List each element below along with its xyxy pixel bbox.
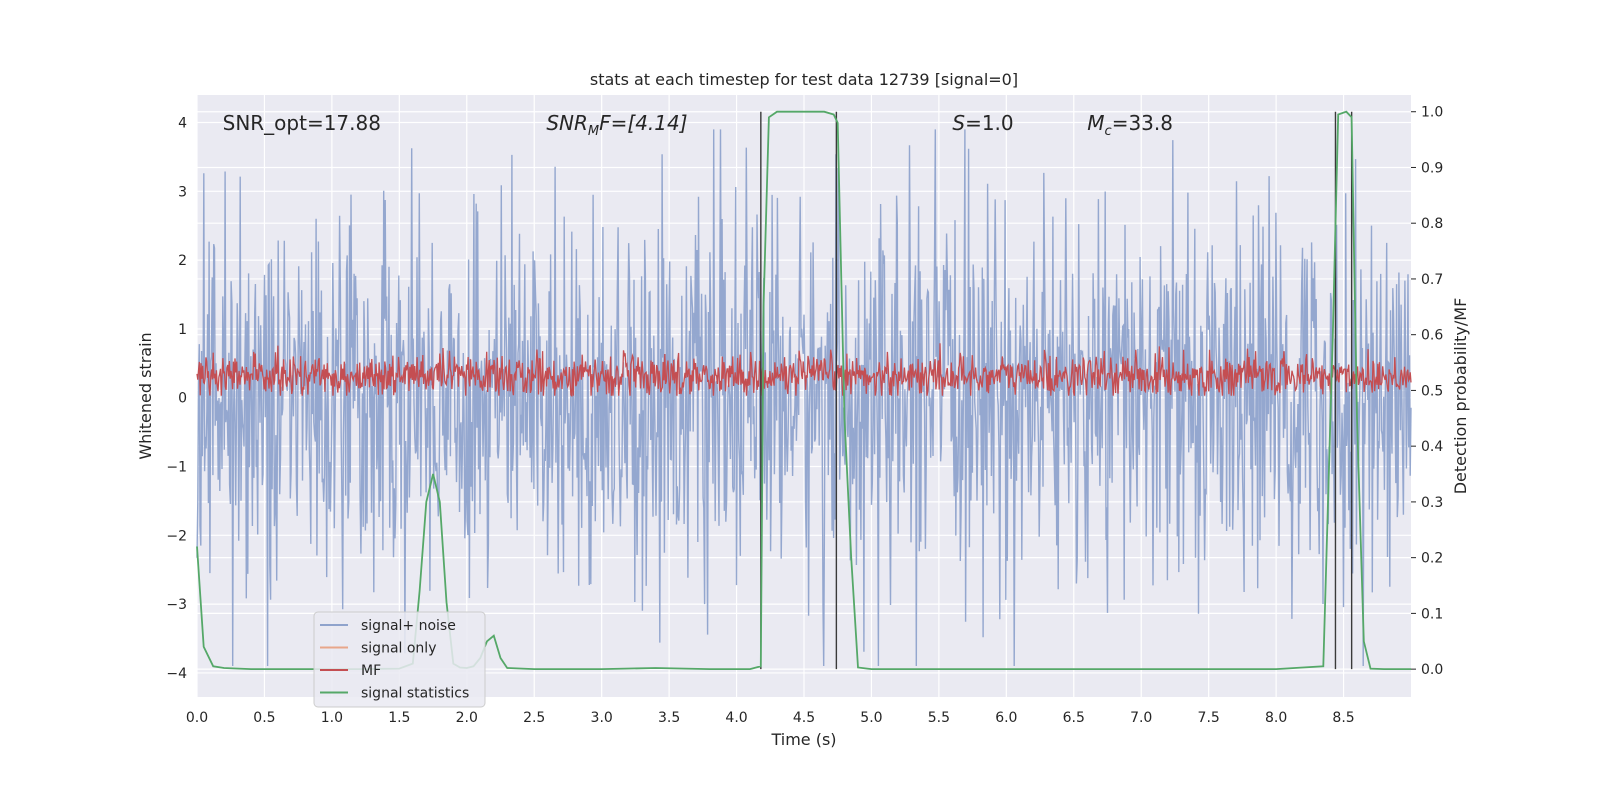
y-left-tick-label: 0 <box>178 391 187 407</box>
legend-label: signal+ noise <box>361 618 456 634</box>
y-left-tick-label: −4 <box>166 666 187 682</box>
x-tick-label: 5.0 <box>860 710 882 726</box>
x-tick-label: 1.0 <box>321 710 343 726</box>
y-right-tick-label: 0.3 <box>1421 495 1443 511</box>
series-mf <box>196 343 1412 398</box>
x-tick-label: 4.0 <box>725 710 747 726</box>
x-tick-label: 3.0 <box>591 710 613 726</box>
y-right-tick-label: 0.4 <box>1421 439 1443 455</box>
series-signal-noise <box>196 129 1412 667</box>
y-left-tick-label: 4 <box>178 116 187 132</box>
x-axis-ticks: 0.0 0.5 1.0 1.5 2.0 2.5 3.0 3.5 4.0 4.5 5.0 5.5 6.0 6… <box>186 710 1355 726</box>
y-axis-right-label: Detection probability/MF <box>1451 298 1470 495</box>
y-left-tick-label: −3 <box>166 597 187 613</box>
x-tick-label: 0.5 <box>253 710 275 726</box>
mf-line <box>196 343 1412 398</box>
annotation-s-rest: =1.0 <box>965 111 1014 135</box>
x-tick-label: 2.5 <box>523 710 545 726</box>
y-right-tick-label: 0.1 <box>1421 606 1443 622</box>
x-tick-label: 6.0 <box>995 710 1017 726</box>
annotation-s-main: S <box>952 111 965 135</box>
x-tick-label: 7.0 <box>1130 710 1152 726</box>
x-tick-label: 8.0 <box>1265 710 1287 726</box>
x-axis-label: Time (s) <box>770 730 836 749</box>
annotation-snr-mf: SNRMF=[4.14] <box>546 111 687 139</box>
y-axis-left-label: Whitened strain <box>136 332 155 459</box>
y-left-tick-label: 3 <box>178 184 187 200</box>
signal-noise-line <box>196 129 1412 667</box>
legend-label: MF <box>361 663 381 679</box>
x-tick-label: 2.0 <box>456 710 478 726</box>
y-axis-right-ticks: 1.0 0.9 0.8 0.7 0.6 0.5 0.4 0.3 0.2 0.1 0.0 <box>1411 105 1443 678</box>
annotation-snr-mf-main: SNR <box>546 111 588 135</box>
y-right-tick-label: 0.2 <box>1421 551 1443 567</box>
y-right-tick-label: 0.8 <box>1421 216 1443 232</box>
y-left-tick-label: −2 <box>166 528 187 544</box>
y-left-tick-label: −1 <box>166 460 187 476</box>
legend-label: signal statistics <box>361 686 469 702</box>
x-tick-label: 0.0 <box>186 710 208 726</box>
x-tick-label: 5.5 <box>928 710 950 726</box>
x-tick-label: 6.5 <box>1063 710 1085 726</box>
legend-box <box>313 611 486 708</box>
y-right-tick-label: 1.0 <box>1421 105 1443 121</box>
annotation-s: S=1.0 <box>952 111 1013 135</box>
annotation-mc-rest: =33.8 <box>1112 111 1173 135</box>
annotation-mc-sub: c <box>1105 124 1112 139</box>
y-right-tick-label: 0.7 <box>1421 272 1443 288</box>
annotation-snr-opt: SNR_opt=17.88 <box>223 111 381 135</box>
y-right-tick-label: 0.5 <box>1421 383 1443 399</box>
legend-label: signal only <box>361 641 436 657</box>
x-tick-label: 1.5 <box>388 710 410 726</box>
chart-title: stats at each timestep for test data 127… <box>590 70 1018 89</box>
x-tick-label: 3.5 <box>658 710 680 726</box>
annotation-mc-main: M <box>1087 111 1104 135</box>
y-right-tick-label: 0.9 <box>1421 160 1443 176</box>
y-right-tick-label: 0.0 <box>1421 662 1443 678</box>
legend: signal+ noise signal only MF signal statist… <box>313 611 486 708</box>
annotation-snr-mf-sub: M <box>588 124 599 139</box>
y-right-tick-label: 0.6 <box>1421 328 1443 344</box>
y-left-tick-label: 1 <box>178 322 187 338</box>
x-tick-label: 8.5 <box>1332 710 1354 726</box>
annotation-snr-mf-rest: F=[4.14] <box>599 111 687 135</box>
x-tick-label: 7.5 <box>1198 710 1220 726</box>
annotation-mc: Mc=33.8 <box>1087 111 1173 139</box>
y-left-tick-label: 2 <box>178 253 187 269</box>
x-tick-label: 4.5 <box>793 710 815 726</box>
y-axis-left-ticks: 4 3 2 1 0 −1 −2 −3 −4 <box>166 116 187 682</box>
